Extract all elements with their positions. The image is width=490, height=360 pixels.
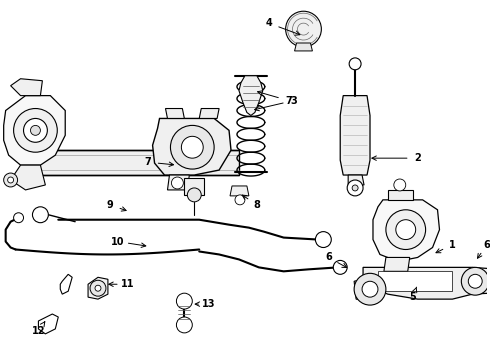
Polygon shape (384, 257, 410, 271)
Text: 13: 13 (202, 299, 216, 309)
Circle shape (8, 177, 14, 183)
Circle shape (95, 285, 101, 291)
Text: 10: 10 (111, 237, 124, 247)
Circle shape (396, 220, 416, 239)
Circle shape (14, 213, 24, 223)
Circle shape (352, 185, 358, 191)
Circle shape (181, 136, 203, 158)
Circle shape (172, 177, 183, 189)
Polygon shape (373, 200, 440, 261)
Polygon shape (230, 186, 249, 196)
Text: 9: 9 (106, 200, 113, 210)
Circle shape (171, 125, 214, 169)
Polygon shape (168, 175, 189, 190)
Circle shape (468, 274, 482, 288)
Text: 8: 8 (253, 200, 260, 210)
Polygon shape (38, 314, 58, 334)
Text: 5: 5 (409, 292, 416, 302)
Text: 1: 1 (449, 239, 456, 249)
Polygon shape (340, 96, 370, 175)
Polygon shape (11, 79, 43, 96)
Polygon shape (199, 108, 219, 118)
Polygon shape (184, 178, 204, 195)
Polygon shape (363, 267, 475, 299)
Circle shape (386, 210, 426, 249)
Circle shape (3, 173, 18, 187)
Polygon shape (388, 190, 413, 200)
Circle shape (316, 231, 331, 248)
Circle shape (362, 281, 378, 297)
Circle shape (349, 58, 361, 70)
Polygon shape (378, 271, 452, 291)
Polygon shape (348, 175, 364, 185)
Circle shape (347, 180, 363, 196)
Text: 12: 12 (32, 326, 45, 336)
Circle shape (286, 11, 321, 47)
Polygon shape (239, 76, 263, 116)
Text: 4: 4 (266, 18, 272, 28)
Polygon shape (152, 118, 231, 175)
Polygon shape (60, 274, 72, 294)
Circle shape (30, 125, 40, 135)
Polygon shape (294, 43, 313, 51)
Circle shape (235, 195, 245, 205)
Circle shape (462, 267, 489, 295)
Circle shape (187, 188, 201, 202)
Text: 3: 3 (290, 95, 297, 105)
Text: 2: 2 (414, 153, 421, 163)
Circle shape (176, 293, 192, 309)
Circle shape (333, 260, 347, 274)
Text: 7: 7 (144, 157, 151, 167)
Circle shape (354, 273, 386, 305)
Text: 6: 6 (484, 239, 490, 249)
Text: 11: 11 (121, 279, 135, 289)
Circle shape (90, 280, 106, 296)
Polygon shape (21, 150, 239, 175)
Polygon shape (11, 165, 46, 190)
Polygon shape (88, 277, 108, 299)
Circle shape (394, 179, 406, 191)
Circle shape (176, 317, 192, 333)
Polygon shape (472, 267, 490, 294)
Circle shape (32, 207, 49, 223)
Polygon shape (354, 277, 370, 301)
Circle shape (14, 108, 57, 152)
Polygon shape (3, 96, 65, 165)
Circle shape (24, 118, 48, 142)
Text: 6: 6 (325, 252, 332, 262)
Polygon shape (166, 108, 184, 118)
Text: 7: 7 (285, 95, 292, 105)
